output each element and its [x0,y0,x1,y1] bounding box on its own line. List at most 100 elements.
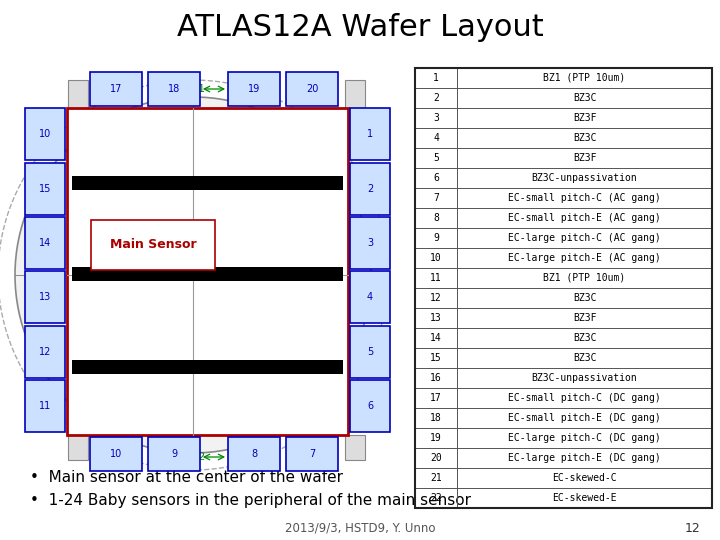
Bar [415,468,457,488]
Text: BZ3F: BZ3F [572,153,596,163]
Bar [457,368,712,388]
Text: 1: 1 [433,73,439,83]
Bar [457,148,712,168]
Text: 10: 10 [430,253,442,263]
Bar [415,288,457,308]
Bar [457,428,712,448]
Bar [415,68,712,508]
Text: EC-small pitch-C (DC gang): EC-small pitch-C (DC gang) [508,393,661,403]
Bar [457,208,712,228]
Text: 5: 5 [433,153,439,163]
Bar [457,388,712,408]
Text: 19: 19 [248,84,260,94]
Bar [415,348,457,368]
Text: EC-skewed-E: EC-skewed-E [552,493,617,503]
Bar [457,308,712,328]
Bar [25,163,65,215]
Text: 7: 7 [309,449,315,459]
Bar [350,163,390,215]
Bar [457,348,712,368]
Text: BZ3C: BZ3C [572,293,596,303]
Bar [415,328,457,348]
Text: 1: 1 [367,129,373,139]
Bar [148,72,200,106]
Text: 22: 22 [191,452,205,462]
Bar [457,88,712,108]
Bar [457,68,712,88]
Bar [415,148,457,168]
Text: 6: 6 [367,401,373,411]
Bar [350,326,390,378]
Text: BZ3C-unpassivation: BZ3C-unpassivation [531,173,637,183]
Bar [350,108,390,160]
Bar [228,72,280,106]
Bar [457,168,712,188]
Bar [457,188,712,208]
Text: 2013/9/3, HSTD9, Y. Unno: 2013/9/3, HSTD9, Y. Unno [284,522,436,535]
Bar [457,408,712,428]
Text: EC-small pitch-E (DC gang): EC-small pitch-E (DC gang) [508,413,661,423]
Bar [68,435,88,460]
Text: Main Sensor: Main Sensor [109,239,197,252]
Text: 19: 19 [430,433,442,443]
Text: BZ1 (PTP 10um): BZ1 (PTP 10um) [544,273,626,283]
Text: 8: 8 [433,213,439,223]
Circle shape [15,97,371,453]
Text: EC-large pitch-C (AC gang): EC-large pitch-C (AC gang) [508,233,661,243]
Text: 15: 15 [430,353,442,363]
Text: •  1-24 Baby sensors in the peripheral of the main sensor: • 1-24 Baby sensors in the peripheral of… [30,492,471,508]
Text: 13: 13 [430,313,442,323]
Text: 15: 15 [39,184,51,194]
Text: 11: 11 [430,273,442,283]
Bar [415,248,457,268]
Text: 13: 13 [39,292,51,302]
Bar [415,208,457,228]
Bar [457,288,712,308]
Bar [457,328,712,348]
Text: BZ3C: BZ3C [572,333,596,343]
Bar [415,448,457,468]
Text: 18: 18 [168,84,180,94]
Text: 5: 5 [367,347,373,357]
Text: BZ3F: BZ3F [572,113,596,123]
Bar [415,68,457,88]
Bar [415,108,457,128]
Text: 2: 2 [433,93,439,103]
Text: 21: 21 [430,473,442,483]
Bar [25,108,65,160]
Bar [415,268,457,288]
Text: BZ3C: BZ3C [572,93,596,103]
Bar [25,271,65,323]
Text: 3: 3 [433,113,439,123]
Text: •  Main sensor at the center of the wafer: • Main sensor at the center of the wafer [30,470,343,485]
Bar [25,380,65,432]
Bar [457,268,712,288]
Bar [286,72,338,106]
Bar [457,468,712,488]
Text: 12: 12 [684,522,700,535]
Text: 21: 21 [191,84,205,94]
Bar [67,108,348,435]
Text: 4: 4 [367,292,373,302]
Bar [415,428,457,448]
Text: BZ1 (PTP 10um): BZ1 (PTP 10um) [544,73,626,83]
Bar [286,437,338,471]
Text: 18: 18 [430,413,442,423]
Bar [457,128,712,148]
Text: BZ3C: BZ3C [572,133,596,143]
Bar [148,437,200,471]
Bar [72,176,343,190]
Text: 12: 12 [39,347,51,357]
Bar [457,488,712,508]
Text: ATLAS12A Wafer Layout: ATLAS12A Wafer Layout [176,14,544,43]
Text: EC-large pitch-E (DC gang): EC-large pitch-E (DC gang) [508,453,661,463]
Bar [345,435,365,460]
Bar [415,408,457,428]
Text: EC-small pitch-E (AC gang): EC-small pitch-E (AC gang) [508,213,661,223]
Text: 20: 20 [306,84,318,94]
Text: BZ3F: BZ3F [572,313,596,323]
Text: 6: 6 [433,173,439,183]
Bar [457,248,712,268]
Bar [415,308,457,328]
Text: EC-large pitch-C (DC gang): EC-large pitch-C (DC gang) [508,433,661,443]
